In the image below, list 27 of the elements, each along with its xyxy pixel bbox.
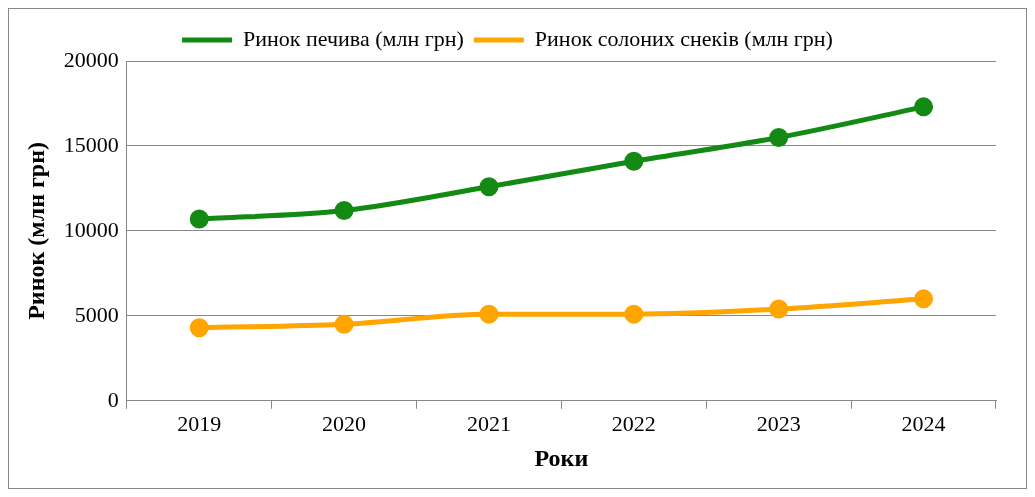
point: [334, 201, 354, 221]
x-tick-label: 2020: [322, 410, 367, 436]
point: [479, 177, 499, 197]
x-tick-label: 2021: [466, 410, 511, 436]
point: [624, 304, 644, 324]
y-tick-label: 0: [107, 386, 119, 412]
y-tick-label: 15000: [63, 131, 119, 157]
point: [914, 97, 934, 117]
legend-label: Ринок печива (млн грн): [243, 25, 464, 51]
x-tick-label: 2024: [901, 410, 946, 436]
x-tick-label: 2023: [756, 410, 801, 436]
y-tick-label: 20000: [63, 46, 119, 72]
y-tick-label: 5000: [74, 301, 119, 327]
y-tick-label: 10000: [63, 216, 119, 242]
point: [189, 318, 209, 338]
x-tick-label: 2022: [611, 410, 656, 436]
point: [334, 314, 354, 334]
point: [189, 209, 209, 229]
point: [914, 289, 934, 309]
x-axis-title: Роки: [534, 444, 589, 471]
point: [479, 304, 499, 324]
point: [624, 151, 644, 171]
point: [769, 299, 789, 319]
x-tick-label: 2019: [177, 410, 222, 436]
legend-label: Ринок солоних снеків (млн грн): [534, 25, 833, 51]
point: [769, 127, 789, 147]
y-axis-title: Ринок (млн грн): [22, 141, 49, 320]
